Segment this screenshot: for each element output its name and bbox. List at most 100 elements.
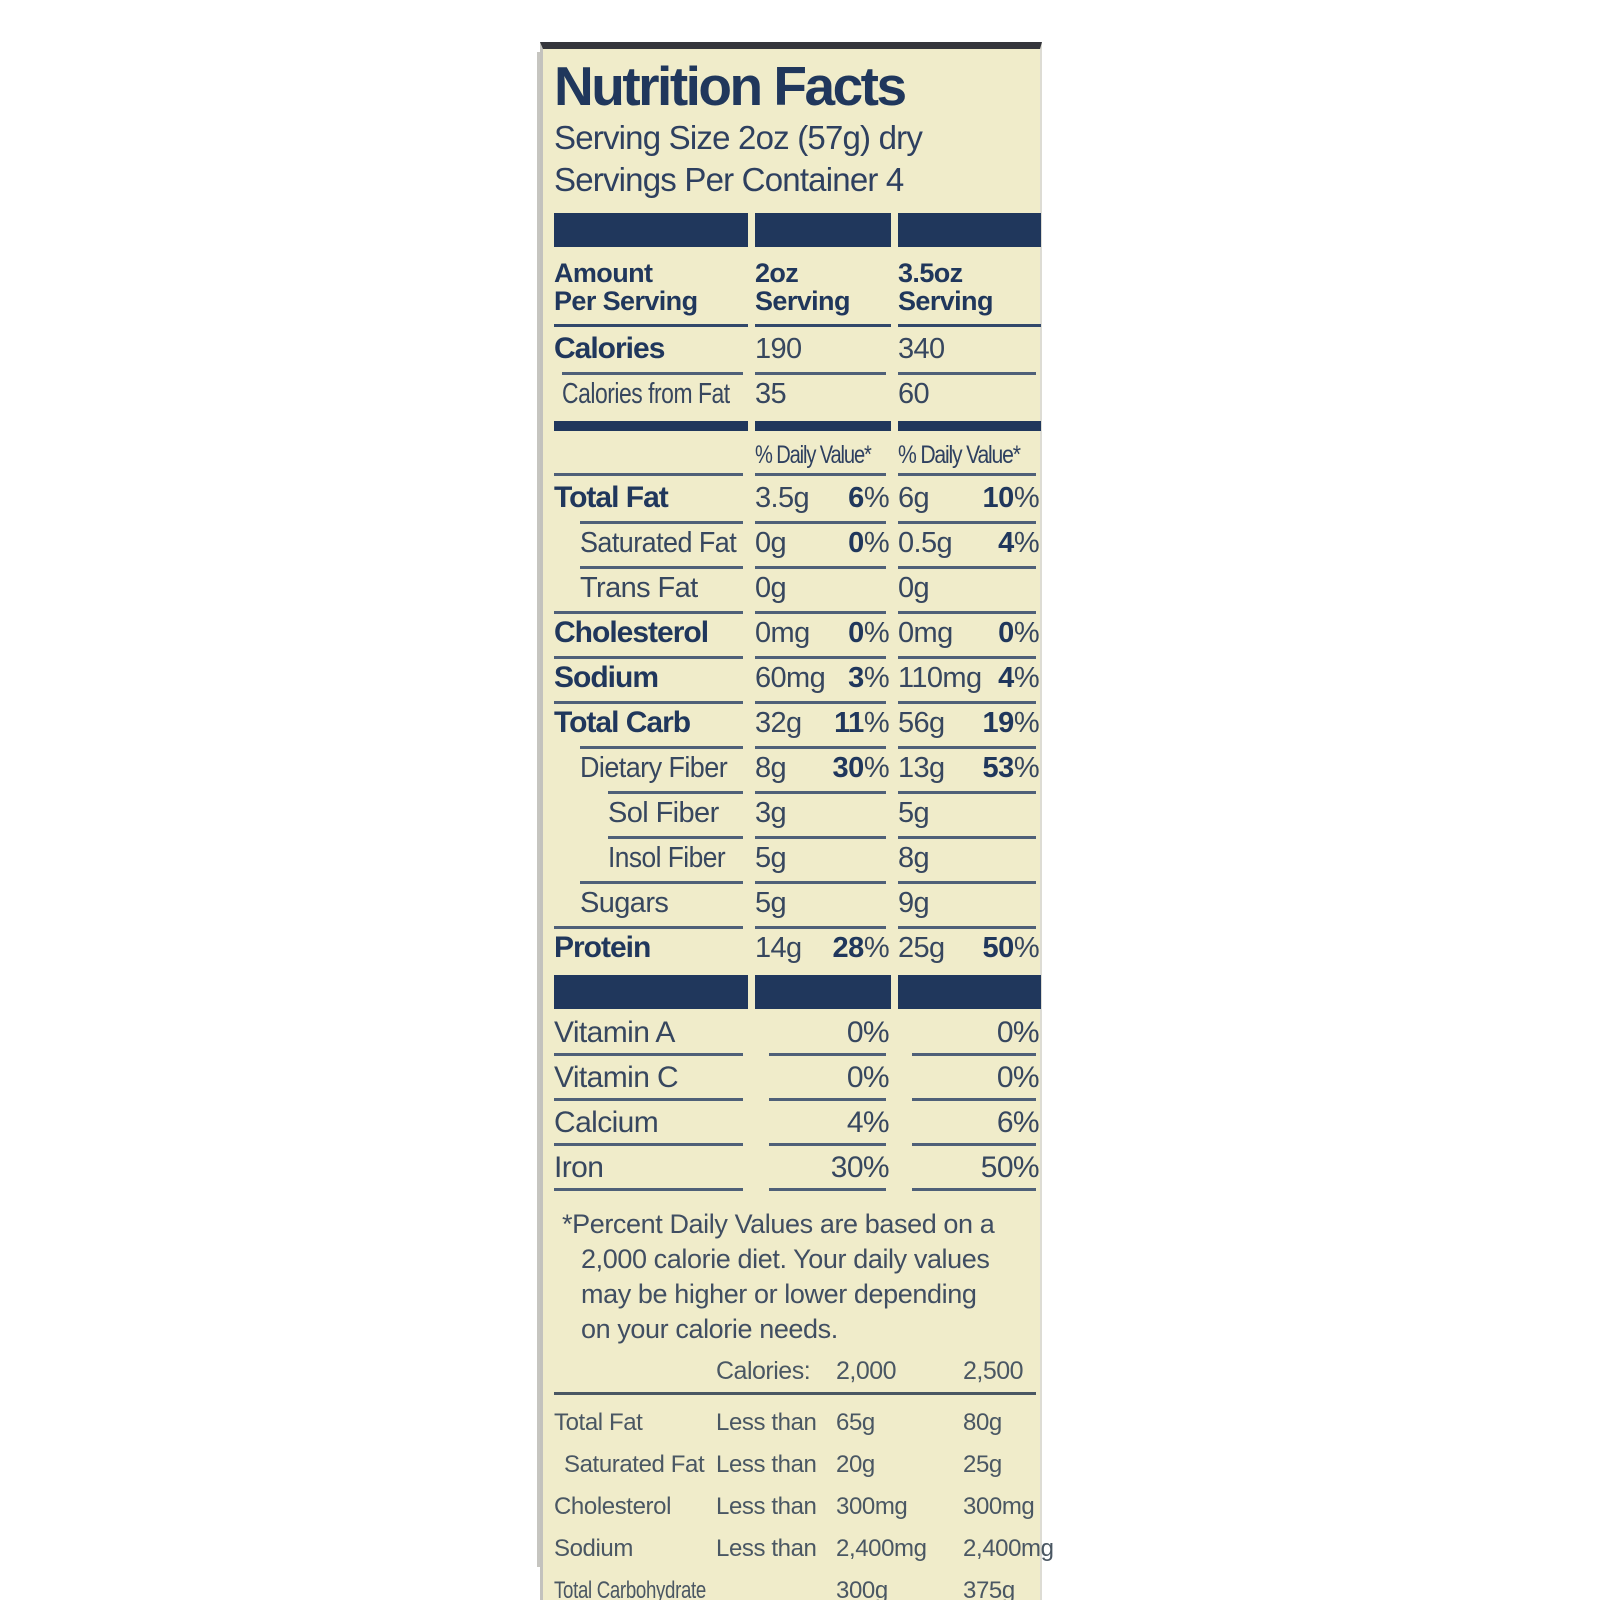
reference-nutrient-name-text: Total Fat: [554, 1409, 643, 1436]
vitamin-row: Vitamin A 0% 0%: [554, 1011, 1040, 1056]
reference-header-2000: 2,000: [836, 1357, 897, 1385]
reference-nutrient-name: Cholesterol: [554, 1493, 716, 1521]
amount-text: 32g: [755, 707, 802, 739]
serving-size-text: Serving Size 2oz (57g) dry: [554, 119, 923, 156]
nutrient-row: Sugars 5g 9g: [554, 881, 1036, 926]
daily-value-header-row: % Daily Value* % Daily Value*: [554, 433, 1036, 476]
daily-value-percent: 4%: [998, 662, 1039, 694]
vitamin-name-text: Vitamin A: [554, 1016, 675, 1049]
divider-bar: [898, 213, 1041, 247]
vitamin-percent: 0%: [898, 1056, 1041, 1101]
vitamin-name: Vitamin A: [554, 1011, 748, 1056]
nutrient-value: 8g 30%: [755, 746, 891, 791]
reference-nutrient-name: Sodium: [554, 1535, 716, 1563]
footnote-line: 2,000 calorie diet. Your daily values: [581, 1244, 990, 1274]
nutrient-table: Calories 190 340 Calories from Fat 35 60 % Dai…: [554, 327, 1041, 1191]
daily-value-percent: 30%: [832, 752, 890, 784]
nutrient-name: Total Fat: [554, 476, 748, 521]
nutrient-name-text: Protein: [554, 931, 651, 964]
nutrient-name: Trans Fat: [554, 566, 748, 611]
daily-value-header-text: % Daily Value*: [898, 441, 1021, 469]
footnote: *Percent Daily Values are based on a 2,00…: [554, 1207, 1036, 1347]
label-edge-shadow: [537, 52, 540, 1567]
amount-text: 0g: [755, 527, 787, 559]
amount-text: 6g: [898, 482, 930, 514]
nutrient-row: Total Carb 32g 11% 56g 19%: [554, 701, 1040, 746]
nutrient-name-text: Insol Fiber: [608, 842, 726, 874]
divider-bar: [755, 213, 891, 247]
reference-value-2500: 2,400mg: [963, 1535, 1054, 1562]
nutrient-value: 3.5g 6%: [755, 476, 891, 521]
header-divider-bars: [554, 213, 1041, 247]
reference-row: Total Fat Less than 65g 80g: [554, 1395, 1036, 1437]
nutrient-value: 0mg 0%: [755, 611, 891, 656]
nutrient-value: 5g: [898, 791, 1041, 836]
nutrient-name-text: Calories from Fat: [562, 378, 730, 410]
divider-thick: [554, 975, 1041, 1009]
divider-bar: [898, 421, 1041, 431]
amount-text: 60mg: [755, 662, 826, 694]
nutrient-name: Sodium: [554, 656, 748, 701]
nutrient-name: Protein: [554, 926, 748, 971]
reference-nutrient-name: Saturated Fat: [554, 1451, 716, 1479]
daily-value-percent: 11%: [834, 707, 889, 739]
nutrient-name: Sol Fiber: [554, 791, 748, 836]
nutrient-value: 32g 11%: [755, 701, 891, 746]
amount-text: 8g: [755, 752, 787, 784]
reference-value-2500: 300mg: [963, 1493, 1035, 1520]
nutrient-row: Insol Fiber 5g 8g: [554, 836, 1036, 881]
amount-text: 5g: [898, 797, 930, 829]
nutrient-name-text: Saturated Fat: [580, 527, 737, 559]
daily-value-percent: 0%: [848, 617, 889, 649]
reference-value-2500: 80g: [963, 1409, 1002, 1436]
nutrient-row: Protein 14g 28% 25g 50%: [554, 926, 1040, 971]
vitamin-percent-text: 4%: [846, 1106, 890, 1139]
vitamin-name-text: Vitamin C: [554, 1061, 679, 1094]
reference-value-2000: 2,400mg: [836, 1535, 927, 1562]
divider-bar: [898, 975, 1041, 1009]
nutrient-value: 0.5g 4%: [898, 521, 1041, 566]
vitamin-name: Calcium: [554, 1101, 748, 1146]
vitamin-percent-text: 6%: [996, 1106, 1040, 1139]
reference-nutrient-name-text: Total Carbohydrate: [554, 1577, 706, 1600]
divider-thin: [554, 421, 1041, 431]
reference-table: Calories: 2,000 2,500 Total Fat Less than…: [554, 1357, 1054, 1600]
reference-nutrient-name-text: Saturated Fat: [564, 1451, 705, 1478]
vitamin-name: Vitamin C: [554, 1056, 748, 1101]
amount-text: 0mg: [755, 617, 810, 649]
amount-text: 3g: [755, 797, 787, 829]
nutrient-value: 110mg 4%: [898, 656, 1041, 701]
nutrient-name-text: Sodium: [554, 661, 659, 694]
nutrient-name: Cholesterol: [554, 611, 748, 656]
reference-row: Cholesterol Less than 300mg 300mg: [554, 1479, 1036, 1521]
nutrient-value: 190: [755, 327, 891, 372]
nutrient-name-text: Total Carb: [554, 706, 691, 739]
vitamin-percent-text: 0%: [846, 1016, 890, 1049]
vitamin-row: Vitamin C 0% 0%: [554, 1056, 1040, 1101]
nutrient-name: Sugars: [554, 881, 748, 926]
vitamin-percent: 0%: [898, 1011, 1041, 1056]
daily-value-header: % Daily Value*: [755, 433, 891, 476]
nutrient-name-text: Dietary Fiber: [580, 752, 728, 784]
daily-value-percent: 19%: [982, 707, 1040, 739]
nutrient-row: Total Fat 3.5g 6% 6g 10%: [554, 476, 1040, 521]
vitamin-percent: 0%: [755, 1056, 891, 1101]
amount-text: 9g: [898, 887, 930, 919]
nutrient-row: Saturated Fat 0g 0% 0.5g 4%: [554, 521, 1040, 566]
divider-bar: [554, 975, 748, 1009]
reference-header-calories: Calories:: [716, 1357, 811, 1385]
amount-text: 0.5g: [898, 527, 953, 559]
column-headers: Amount Per Serving 2oz Serving 3.5oz Ser…: [554, 253, 1041, 327]
nutrient-value: 35: [755, 372, 891, 417]
daily-value-percent: 50%: [982, 932, 1040, 964]
nutrient-row: Trans Fat 0g 0g: [554, 566, 1036, 611]
nutrient-row: Sodium 60mg 3% 110mg 4%: [554, 656, 1040, 701]
servings-per-container-text: Servings Per Container 4: [554, 161, 904, 198]
nutrient-name-text: Sugars: [580, 887, 669, 919]
amount-text: 3.5g: [755, 482, 810, 514]
divider-bar: [755, 975, 891, 1009]
nutrient-name: Total Carb: [554, 701, 748, 746]
vitamin-row: Calcium 4% 6%: [554, 1101, 1040, 1146]
nutrient-row: Sol Fiber 3g 5g: [554, 791, 1036, 836]
divider-bar: [755, 421, 891, 431]
